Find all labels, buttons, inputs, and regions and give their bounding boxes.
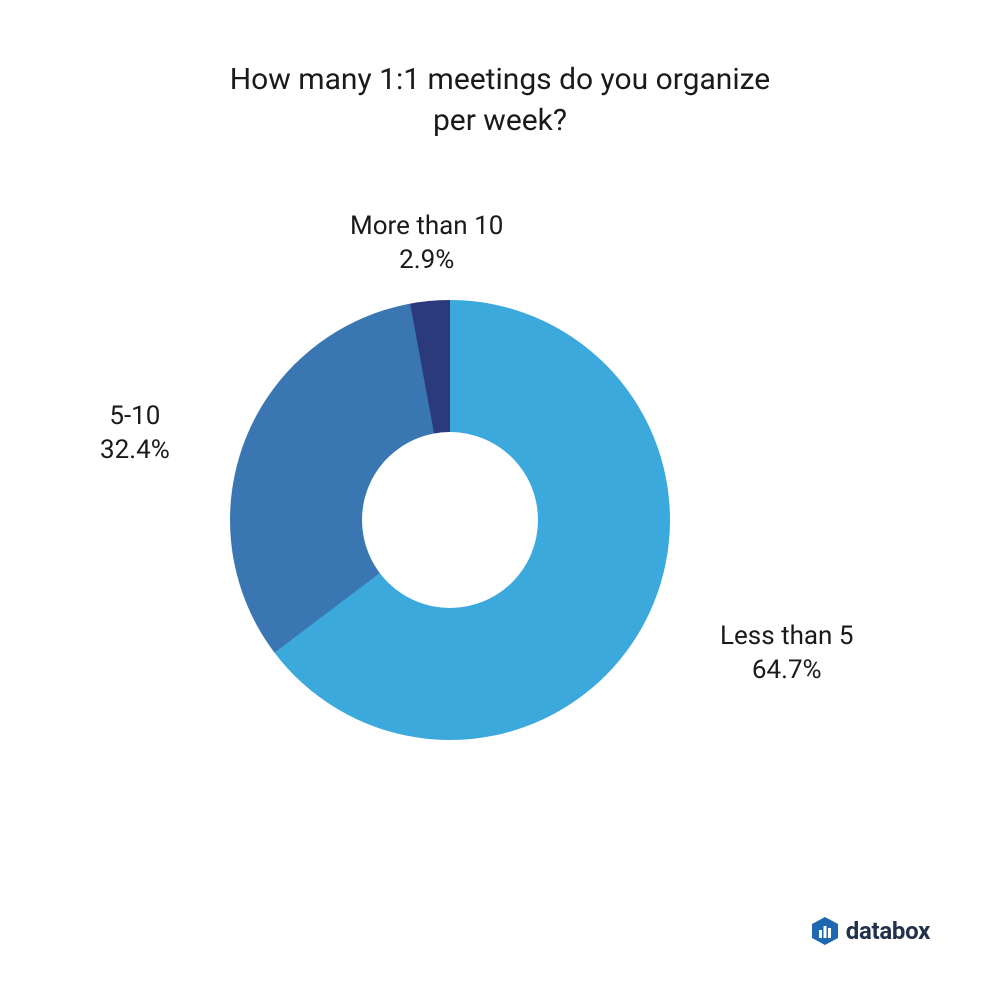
databox-icon xyxy=(812,917,838,945)
slice-label-less-than-5: Less than 5 64.7% xyxy=(720,620,853,688)
slice-name: More than 10 xyxy=(350,210,503,244)
slice-value: 2.9% xyxy=(350,244,503,278)
chart-title: How many 1:1 meetings do you organizeper… xyxy=(0,60,1000,141)
slice-value: 32.4% xyxy=(100,434,170,468)
brand-name: databox xyxy=(846,917,930,945)
chart-container: How many 1:1 meetings do you organizeper… xyxy=(0,0,1000,1000)
slice-label-more-than-10: More than 10 2.9% xyxy=(350,210,503,278)
slice-label-5-10: 5-10 32.4% xyxy=(100,400,170,468)
title-line-1: How many 1:1 meetings do you organizeper… xyxy=(230,62,770,138)
brand-logo: databox xyxy=(812,917,930,945)
slice-value: 64.7% xyxy=(720,654,853,688)
donut-hole xyxy=(362,432,538,608)
slice-name: Less than 5 xyxy=(720,620,853,654)
slice-name: 5-10 xyxy=(100,400,170,434)
donut-chart xyxy=(230,300,670,740)
